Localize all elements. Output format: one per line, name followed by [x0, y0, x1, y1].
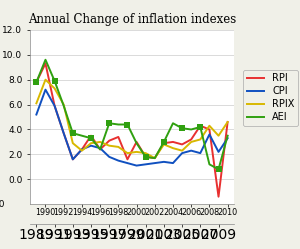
RPIX — [144, 152, 148, 155]
CPI — [208, 133, 211, 136]
AEI — [153, 157, 157, 160]
AEI — [162, 140, 166, 143]
AEI — [217, 168, 220, 171]
RPI — [89, 134, 93, 137]
AEI — [135, 142, 138, 145]
RPI — [107, 139, 111, 142]
RPI — [171, 140, 175, 143]
AEI — [44, 58, 47, 61]
RPIX — [189, 140, 193, 143]
AEI — [71, 132, 75, 135]
AEI — [226, 134, 230, 137]
RPI — [116, 135, 120, 138]
CPI — [71, 158, 75, 161]
CPI — [107, 155, 111, 158]
Text: -2.0: -2.0 — [0, 200, 5, 209]
Line: RPIX: RPIX — [36, 80, 228, 158]
Title: Annual Change of inflation indexes: Annual Change of inflation indexes — [28, 13, 236, 26]
RPIX — [80, 149, 84, 152]
AEI — [34, 81, 38, 84]
RPI — [153, 157, 157, 160]
AEI — [208, 163, 211, 166]
AEI — [144, 155, 148, 158]
RPIX — [89, 142, 93, 145]
RPI — [62, 132, 65, 135]
RPIX — [44, 78, 47, 81]
RPIX — [62, 103, 65, 106]
CPI — [53, 104, 56, 107]
RPIX — [135, 150, 138, 153]
Legend: RPI, CPI, RPIX, AEI: RPI, CPI, RPIX, AEI — [243, 70, 298, 126]
CPI — [217, 150, 220, 153]
RPI — [98, 148, 102, 151]
AEI — [53, 79, 56, 82]
AEI — [199, 125, 202, 128]
RPI — [34, 81, 38, 84]
RPIX — [153, 157, 157, 160]
CPI — [153, 162, 157, 165]
AEI — [107, 122, 111, 125]
RPI — [80, 148, 84, 151]
RPIX — [171, 147, 175, 150]
RPIX — [71, 142, 75, 145]
RPIX — [98, 140, 102, 143]
CPI — [126, 162, 129, 165]
CPI — [34, 113, 38, 116]
RPI — [226, 121, 230, 124]
RPI — [199, 124, 202, 127]
AEI — [126, 123, 129, 126]
Line: RPI: RPI — [36, 63, 228, 197]
RPI — [144, 155, 148, 158]
RPIX — [208, 124, 211, 127]
RPIX — [199, 138, 202, 141]
AEI — [171, 122, 175, 125]
AEI — [62, 104, 65, 107]
CPI — [162, 160, 166, 163]
RPI — [189, 138, 193, 141]
CPI — [226, 137, 230, 140]
RPIX — [217, 134, 220, 137]
CPI — [199, 152, 202, 155]
Line: AEI: AEI — [36, 60, 228, 169]
AEI — [80, 134, 84, 137]
CPI — [116, 159, 120, 162]
RPIX — [107, 144, 111, 147]
CPI — [135, 164, 138, 167]
CPI — [44, 88, 47, 91]
RPIX — [116, 145, 120, 148]
RPI — [71, 158, 75, 161]
RPI — [208, 128, 211, 131]
RPIX — [53, 87, 56, 90]
CPI — [144, 163, 148, 166]
Line: CPI: CPI — [36, 90, 228, 166]
AEI — [180, 127, 184, 130]
RPI — [135, 140, 138, 143]
CPI — [98, 147, 102, 150]
RPIX — [226, 121, 230, 124]
AEI — [89, 137, 93, 140]
AEI — [189, 128, 193, 131]
AEI — [98, 148, 102, 151]
RPI — [126, 158, 129, 161]
RPI — [44, 62, 47, 65]
CPI — [189, 149, 193, 152]
CPI — [180, 152, 184, 155]
AEI — [116, 123, 120, 126]
RPIX — [180, 149, 184, 152]
RPI — [162, 142, 166, 145]
RPIX — [34, 102, 38, 105]
RPI — [53, 104, 56, 107]
CPI — [89, 144, 93, 147]
RPIX — [126, 152, 129, 155]
CPI — [171, 162, 175, 165]
CPI — [80, 148, 84, 151]
RPI — [180, 143, 184, 146]
RPIX — [162, 143, 166, 146]
RPI — [217, 195, 220, 198]
CPI — [62, 132, 65, 135]
